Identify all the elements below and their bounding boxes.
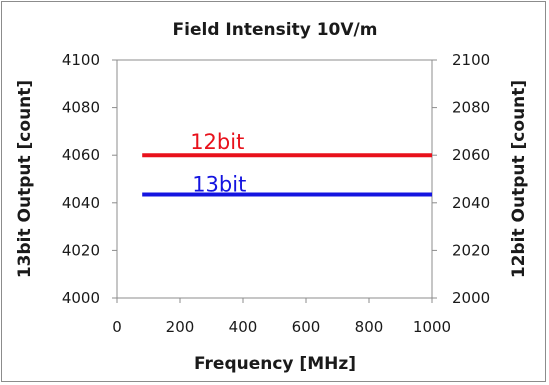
left-y-tick-label: 4060 (62, 146, 100, 164)
chart-title: Field Intensity 10V/m (173, 20, 378, 40)
series-labels: 12bit 13bit (190, 130, 246, 196)
left-y-axis-title: 13bit Output [count] (15, 80, 35, 278)
left-y-tick-label: 4080 (62, 99, 100, 117)
x-axis-title: Frequency [MHz] (194, 354, 356, 374)
series-label-13bit: 13bit (192, 172, 246, 196)
plot-area (116, 59, 433, 299)
x-tick-label: 800 (355, 318, 384, 336)
right-y-axis-title: 12bit Output [count] (509, 80, 529, 278)
right-y-tick-label: 2060 (452, 146, 490, 164)
x-tick-label: 1000 (413, 318, 451, 336)
right-y-tick-label: 2040 (452, 194, 490, 212)
right-y-tick-label: 2100 (452, 51, 490, 69)
left-y-tick-label: 4040 (62, 194, 100, 212)
right-y-tick-label: 2000 (452, 289, 490, 307)
x-tick-label: 0 (112, 318, 122, 336)
x-tick-label: 200 (166, 318, 195, 336)
right-y-axis-ticks: 2000 2020 2040 2060 2080 2100 (432, 51, 490, 307)
x-tick-label: 400 (229, 318, 258, 336)
left-y-tick-label: 4020 (62, 241, 100, 259)
x-axis-ticks: 0 200 400 600 800 1000 (112, 298, 451, 336)
x-tick-label: 600 (292, 318, 321, 336)
series-label-12bit: 12bit (190, 130, 244, 154)
right-y-tick-label: 2080 (452, 99, 490, 117)
left-y-tick-label: 4100 (62, 51, 100, 69)
left-y-tick-label: 4000 (62, 289, 100, 307)
left-y-axis-ticks: 4000 4020 4040 4060 4080 4100 (62, 51, 117, 307)
series-layer (142, 153, 432, 197)
right-y-tick-label: 2020 (452, 241, 490, 259)
